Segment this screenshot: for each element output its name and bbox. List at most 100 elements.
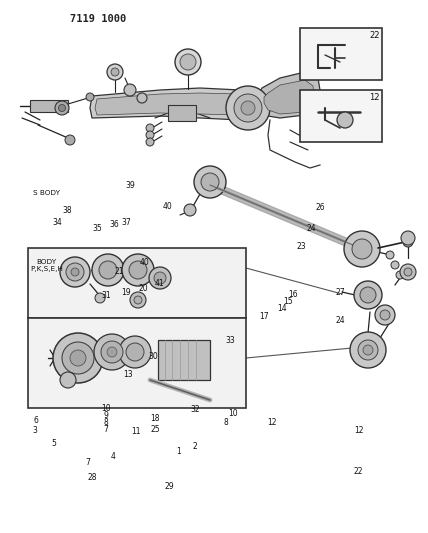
Text: 10: 10 (229, 409, 238, 417)
Text: 40: 40 (140, 258, 149, 266)
Text: 4: 4 (111, 452, 116, 461)
Circle shape (344, 231, 380, 267)
Circle shape (146, 138, 154, 146)
Text: 10: 10 (101, 405, 111, 413)
Circle shape (149, 267, 171, 289)
Circle shape (184, 204, 196, 216)
Text: 2: 2 (192, 442, 197, 451)
Circle shape (400, 264, 416, 280)
Circle shape (107, 347, 117, 357)
Bar (28, 248, 246, 318)
Circle shape (380, 310, 390, 320)
Bar (30, 100, 68, 112)
Text: 25: 25 (150, 425, 160, 433)
Text: 21: 21 (114, 268, 124, 276)
Ellipse shape (180, 54, 196, 70)
Text: 22: 22 (354, 467, 363, 475)
Text: 7: 7 (85, 458, 90, 466)
Text: 40: 40 (163, 203, 172, 211)
Circle shape (130, 292, 146, 308)
Circle shape (122, 254, 154, 286)
Circle shape (360, 287, 376, 303)
Circle shape (111, 68, 119, 76)
Circle shape (375, 305, 395, 325)
Text: 37: 37 (122, 219, 131, 227)
Circle shape (391, 261, 399, 269)
Text: 24: 24 (307, 224, 316, 232)
Circle shape (99, 261, 117, 279)
Circle shape (201, 173, 219, 191)
Text: BODY: BODY (36, 259, 56, 265)
Text: P,K,S,E,H: P,K,S,E,H (30, 265, 62, 272)
Circle shape (95, 293, 105, 303)
Circle shape (101, 341, 123, 363)
Bar (300, 90, 382, 142)
Bar (28, 318, 246, 408)
Circle shape (350, 332, 386, 368)
Text: 12: 12 (369, 93, 380, 102)
Text: 7119 1000: 7119 1000 (70, 14, 126, 24)
Text: 24: 24 (336, 317, 345, 325)
Text: 7: 7 (104, 425, 109, 434)
Text: 28: 28 (87, 473, 97, 481)
Text: 18: 18 (150, 415, 160, 423)
Circle shape (119, 336, 151, 368)
Text: 34: 34 (53, 219, 62, 227)
Text: 12: 12 (267, 418, 276, 426)
Text: 33: 33 (226, 336, 235, 344)
Circle shape (124, 84, 136, 96)
Text: 23: 23 (297, 242, 306, 251)
Circle shape (65, 135, 75, 145)
Text: 3: 3 (33, 426, 38, 435)
Text: S BODY: S BODY (33, 190, 60, 196)
Circle shape (154, 272, 166, 284)
Text: 20: 20 (139, 285, 148, 293)
Circle shape (107, 64, 123, 80)
Circle shape (386, 251, 394, 259)
Text: 31: 31 (101, 291, 111, 300)
Circle shape (226, 86, 270, 130)
Polygon shape (258, 72, 320, 118)
Bar (300, 28, 382, 80)
Text: 35: 35 (93, 224, 102, 232)
Circle shape (53, 333, 103, 383)
Polygon shape (95, 93, 240, 115)
Text: 22: 22 (369, 31, 380, 41)
Bar (168, 105, 196, 121)
Text: 13: 13 (123, 370, 132, 379)
Circle shape (60, 372, 76, 388)
Text: 15: 15 (283, 297, 292, 305)
Text: 30: 30 (149, 352, 158, 360)
Circle shape (66, 263, 84, 281)
Circle shape (363, 345, 373, 355)
Circle shape (55, 101, 69, 115)
Text: 41: 41 (155, 279, 164, 288)
Text: 8: 8 (104, 418, 109, 427)
Text: 12: 12 (354, 426, 363, 435)
Circle shape (403, 237, 413, 247)
Circle shape (337, 112, 353, 128)
Text: 39: 39 (126, 181, 135, 190)
Circle shape (241, 101, 255, 115)
Text: 5: 5 (51, 440, 56, 448)
Circle shape (404, 268, 412, 276)
Text: 36: 36 (110, 221, 119, 229)
Circle shape (126, 343, 144, 361)
Circle shape (396, 271, 404, 279)
Text: 26: 26 (315, 204, 325, 212)
Circle shape (358, 340, 378, 360)
Circle shape (94, 334, 130, 370)
Text: 9: 9 (104, 411, 109, 420)
Circle shape (352, 239, 372, 259)
Ellipse shape (175, 49, 201, 75)
Text: 38: 38 (63, 206, 72, 215)
Circle shape (194, 166, 226, 198)
Circle shape (137, 93, 147, 103)
Circle shape (146, 131, 154, 139)
Circle shape (60, 257, 90, 287)
Circle shape (62, 342, 94, 374)
Circle shape (59, 104, 65, 111)
Circle shape (401, 231, 415, 245)
Bar (158, 340, 210, 380)
Text: 1: 1 (176, 448, 181, 456)
